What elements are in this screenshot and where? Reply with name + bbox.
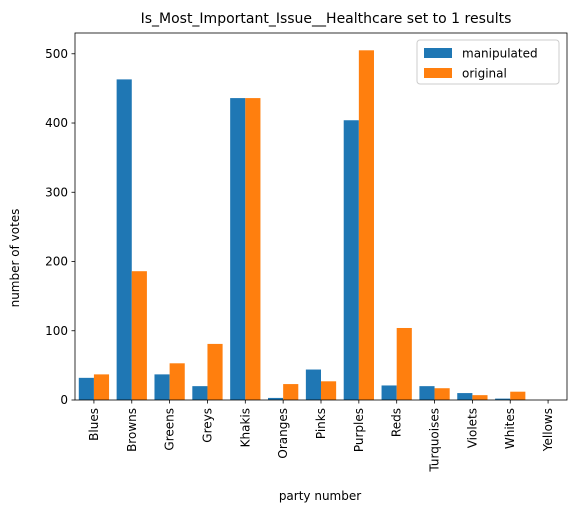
x-axis-ticks: Blues Browns Greens Greys Khakis Oranges Pinks…	[87, 400, 555, 473]
legend-swatch-original	[424, 68, 452, 78]
bar-manipulated-greys	[192, 386, 208, 400]
bar-original-oranges	[283, 384, 299, 400]
y-tick-label: 100	[45, 324, 68, 338]
x-tick-label: Khakis	[238, 408, 252, 447]
x-tick-label: Reds	[390, 408, 404, 437]
y-tick-label: 500	[45, 47, 68, 61]
x-tick-label: Blues	[87, 408, 101, 441]
bar-original-browns	[131, 271, 147, 400]
bar-manipulated-violets	[457, 393, 473, 400]
bar-manipulated-browns	[116, 79, 132, 400]
x-tick-label: Whites	[503, 408, 517, 449]
bar-original-reds	[396, 327, 412, 400]
bar-manipulated-purples	[343, 120, 359, 400]
bar-manipulated-reds	[381, 385, 397, 400]
bar-original-pinks	[321, 381, 337, 400]
x-tick-label: Greys	[200, 408, 214, 443]
y-axis-label: number of votes	[8, 209, 22, 308]
y-axis-ticks: 0 100 200 300 400 500	[45, 47, 75, 407]
x-axis-label: party number	[279, 489, 361, 503]
bar-original-khakis	[245, 98, 261, 400]
y-tick-label: 200	[45, 255, 68, 269]
y-tick-label: 300	[45, 185, 68, 199]
legend-box	[416, 39, 560, 85]
x-tick-label: Oranges	[276, 408, 290, 459]
y-tick-label: 400	[45, 116, 68, 130]
bar-original-turquoises	[434, 388, 450, 400]
legend: manipulated original	[416, 39, 560, 85]
bar-original-blues	[93, 374, 110, 400]
bar-original-purples	[358, 50, 374, 401]
bar-original-greys	[207, 343, 223, 400]
x-tick-label: Browns	[125, 408, 139, 452]
legend-swatch-manipulated	[424, 48, 452, 58]
x-tick-label: Violets	[465, 408, 479, 448]
bar-manipulated-oranges	[268, 397, 284, 400]
bar-manipulated-whites	[495, 398, 511, 400]
bar-original-whites	[510, 391, 526, 400]
legend-label-manipulated: manipulated	[462, 47, 538, 61]
x-tick-label: Pinks	[314, 408, 328, 439]
chart-title: Is_Most_Important_Issue__Healthcare set …	[141, 11, 512, 27]
bars-group	[78, 50, 526, 401]
x-tick-label: Greens	[163, 408, 177, 451]
y-tick-label: 0	[60, 393, 68, 407]
bar-manipulated-turquoises	[419, 386, 435, 400]
plot-frame	[74, 32, 568, 401]
bar-manipulated-greens	[154, 374, 170, 400]
bar-manipulated-khakis	[230, 98, 246, 400]
bar-original-violets	[472, 395, 488, 400]
x-tick-label: Turquoises	[428, 408, 442, 473]
legend-label-original: original	[462, 67, 507, 81]
bar-manipulated-blues	[78, 377, 94, 400]
x-tick-label: Yellows	[541, 408, 555, 452]
bar-manipulated-pinks	[305, 369, 321, 400]
x-tick-label: Purples	[352, 408, 366, 452]
bar-original-greens	[169, 363, 185, 400]
